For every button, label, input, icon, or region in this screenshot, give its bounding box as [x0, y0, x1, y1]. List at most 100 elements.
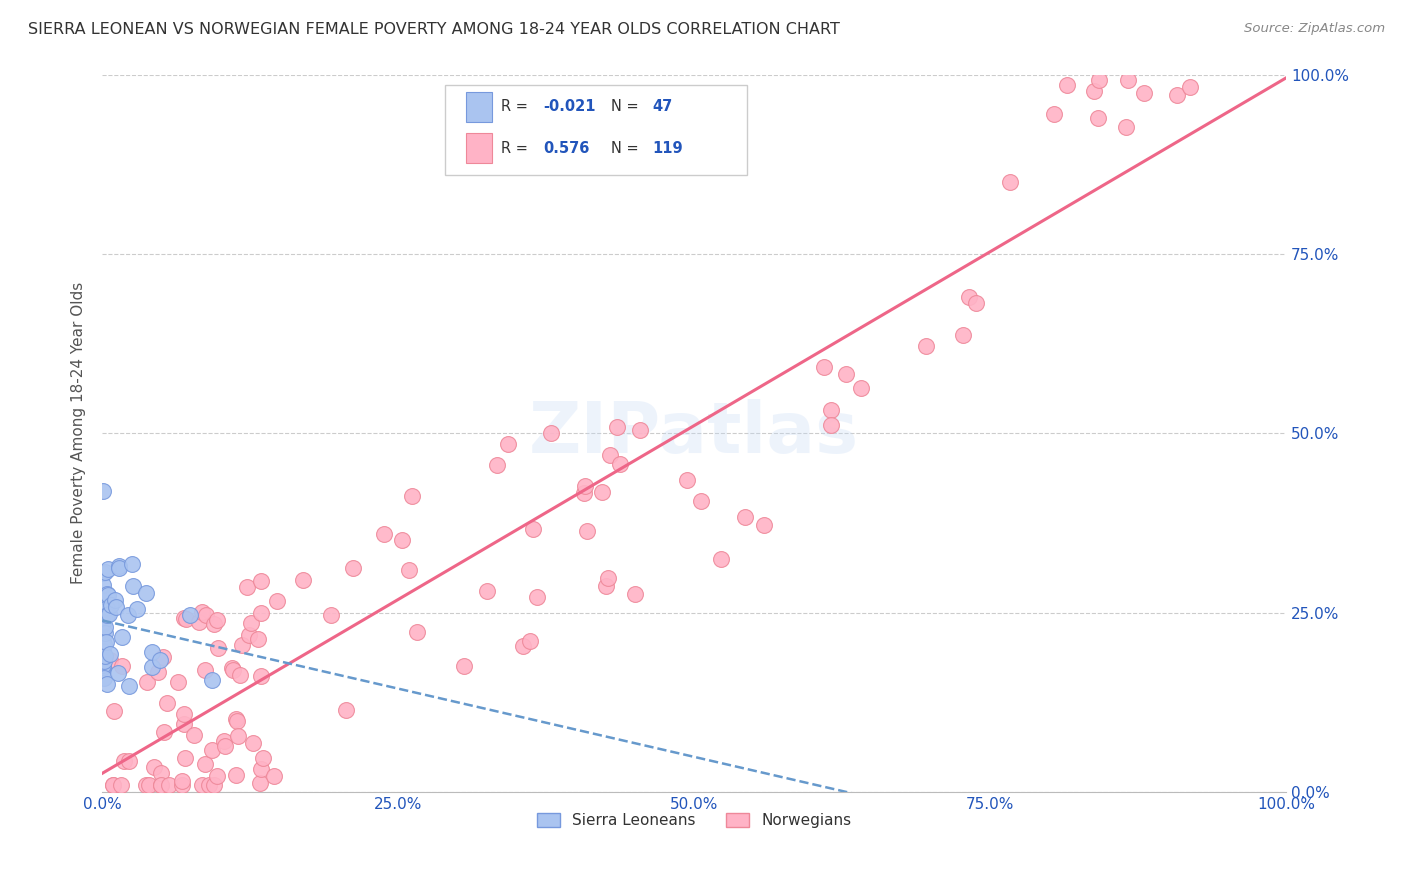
Point: [522, 522, 544, 536]
Point: [623, 587, 645, 601]
Text: ZIPatlas: ZIPatlas: [529, 399, 859, 467]
Point: [183, 729, 205, 743]
Point: [110, 778, 132, 792]
Point: [849, 381, 872, 395]
Point: [519, 633, 541, 648]
Point: [93, 483, 115, 498]
Point: [191, 605, 214, 619]
Point: [93, 655, 115, 669]
Legend: Sierra Leoneans, Norwegians: Sierra Leoneans, Norwegians: [530, 807, 858, 835]
Point: [118, 754, 141, 768]
Point: [190, 778, 212, 792]
Point: [166, 675, 188, 690]
Point: [1166, 87, 1188, 102]
Point: [676, 473, 699, 487]
Text: 47: 47: [652, 99, 673, 114]
Point: [174, 751, 197, 765]
Point: [813, 360, 835, 375]
Point: [250, 762, 273, 776]
Point: [170, 778, 193, 792]
Point: [127, 602, 149, 616]
Point: [401, 489, 423, 503]
Point: [111, 659, 134, 673]
Point: [239, 615, 262, 630]
Point: [117, 607, 139, 622]
Point: [221, 661, 243, 675]
Point: [93, 635, 115, 649]
Point: [342, 561, 364, 575]
Point: [263, 769, 285, 783]
Point: [965, 296, 987, 310]
Point: [156, 696, 179, 710]
Point: [96, 676, 118, 690]
Point: [238, 628, 260, 642]
Point: [207, 769, 229, 783]
Point: [242, 736, 264, 750]
Point: [734, 510, 756, 524]
Point: [135, 675, 157, 690]
Point: [214, 739, 236, 753]
Text: N =: N =: [612, 141, 644, 155]
Point: [96, 587, 118, 601]
Point: [93, 648, 115, 663]
Point: [252, 751, 274, 765]
Point: [689, 493, 711, 508]
Point: [93, 661, 115, 675]
FancyBboxPatch shape: [465, 133, 492, 163]
Point: [101, 778, 124, 792]
Point: [179, 607, 201, 622]
Point: [226, 714, 249, 728]
Point: [572, 485, 595, 500]
Point: [194, 756, 217, 771]
Point: [194, 607, 217, 622]
Point: [93, 590, 115, 604]
Point: [118, 680, 141, 694]
Point: [236, 580, 259, 594]
Point: [225, 712, 247, 726]
Point: [250, 574, 273, 589]
Point: [477, 583, 499, 598]
Point: [94, 635, 117, 649]
Point: [98, 607, 121, 621]
Point: [176, 612, 198, 626]
Point: [150, 766, 173, 780]
Text: R =: R =: [501, 99, 533, 114]
Point: [93, 637, 115, 651]
Point: [93, 566, 115, 580]
Point: [231, 638, 253, 652]
Point: [108, 561, 131, 575]
Point: [204, 616, 226, 631]
Point: [998, 175, 1021, 189]
Point: [152, 649, 174, 664]
Point: [606, 419, 628, 434]
Text: -0.021: -0.021: [544, 99, 596, 114]
Point: [121, 557, 143, 571]
Point: [93, 615, 115, 630]
Point: [143, 759, 166, 773]
Point: [246, 632, 269, 646]
Point: [820, 403, 842, 417]
Point: [291, 573, 314, 587]
Point: [93, 617, 115, 632]
Point: [93, 664, 115, 678]
Text: Source: ZipAtlas.com: Source: ZipAtlas.com: [1244, 22, 1385, 36]
Point: [952, 328, 974, 343]
Point: [319, 607, 342, 622]
Point: [212, 733, 235, 747]
Point: [103, 704, 125, 718]
Point: [93, 643, 115, 657]
Point: [149, 653, 172, 667]
Point: [496, 437, 519, 451]
Point: [194, 664, 217, 678]
Point: [112, 754, 135, 768]
Point: [104, 592, 127, 607]
Point: [107, 665, 129, 680]
Point: [576, 524, 599, 538]
Point: [574, 479, 596, 493]
Point: [373, 526, 395, 541]
Text: R =: R =: [501, 141, 533, 155]
Point: [595, 579, 617, 593]
Point: [1083, 84, 1105, 98]
Point: [93, 659, 115, 673]
Point: [201, 673, 224, 687]
